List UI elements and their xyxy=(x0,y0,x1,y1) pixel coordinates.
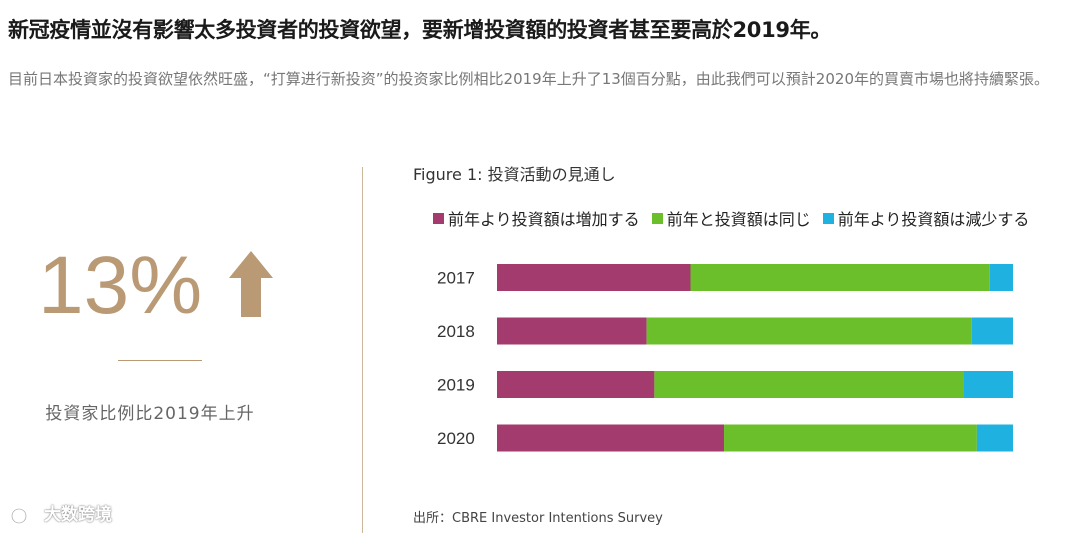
legend-swatch xyxy=(651,212,663,224)
legend-item: 前年より投資額は増加する xyxy=(433,206,640,230)
stat-caption: 投資家比例比2019年上升 xyxy=(45,404,255,424)
category-label: 2017 xyxy=(437,269,475,288)
bar-segment xyxy=(971,317,1013,345)
watermark-logo-icon xyxy=(10,506,38,525)
legend-label: 前年より投資額は減少する xyxy=(837,210,1030,229)
bar-segment xyxy=(646,317,972,345)
legend-item: 前年より投資額は減少する xyxy=(822,206,1030,230)
stat-divider xyxy=(118,360,202,361)
watermark-text: 大数跨境 xyxy=(44,505,112,525)
bar-segment xyxy=(724,424,977,452)
chart-source: 出所：CBRE Investor Intentions Survey xyxy=(413,511,663,526)
bar-segment xyxy=(497,264,691,291)
legend-label: 前年と投資額は同じ xyxy=(666,210,811,229)
chart-legend: 前年より投資額は増加する 前年と投資額は同じ 前年より投資額は減少する xyxy=(433,206,1041,230)
bar-segment xyxy=(654,371,964,398)
stat-value: 13% xyxy=(38,240,203,331)
intro-paragraph: 目前日本投資家的投資欲望依然旺盛，“打算进行新投资”的投资家比例相比2019年上… xyxy=(8,70,1049,88)
category-label: 2018 xyxy=(437,322,475,341)
bar-segment xyxy=(497,371,655,398)
legend-swatch xyxy=(822,212,834,224)
headline: 新冠疫情並沒有影響太多投資者的投資欲望，要新增投資額的投資者甚至要高於2019年… xyxy=(8,18,832,42)
legend-swatch xyxy=(433,212,444,224)
bar-segment xyxy=(963,371,1013,398)
bar-segment xyxy=(690,264,990,291)
watermark: 大数跨境 xyxy=(10,500,112,526)
legend-item: 前年と投資額は同じ xyxy=(651,206,811,230)
up-arrow-icon xyxy=(229,251,273,317)
category-label: 2020 xyxy=(437,429,475,448)
vertical-divider xyxy=(362,167,363,533)
bar-segment xyxy=(976,424,1013,452)
stacked-bar-chart: 2017 2018 2019 2020 xyxy=(437,264,1013,452)
bar-segment xyxy=(497,317,647,345)
legend-label: 前年より投資額は増加する xyxy=(448,210,640,229)
bar-segment xyxy=(497,424,725,452)
chart-title: Figure 1: 投資活動の見通し xyxy=(413,165,616,184)
bar-segment xyxy=(989,264,1013,291)
category-label: 2019 xyxy=(437,376,475,395)
